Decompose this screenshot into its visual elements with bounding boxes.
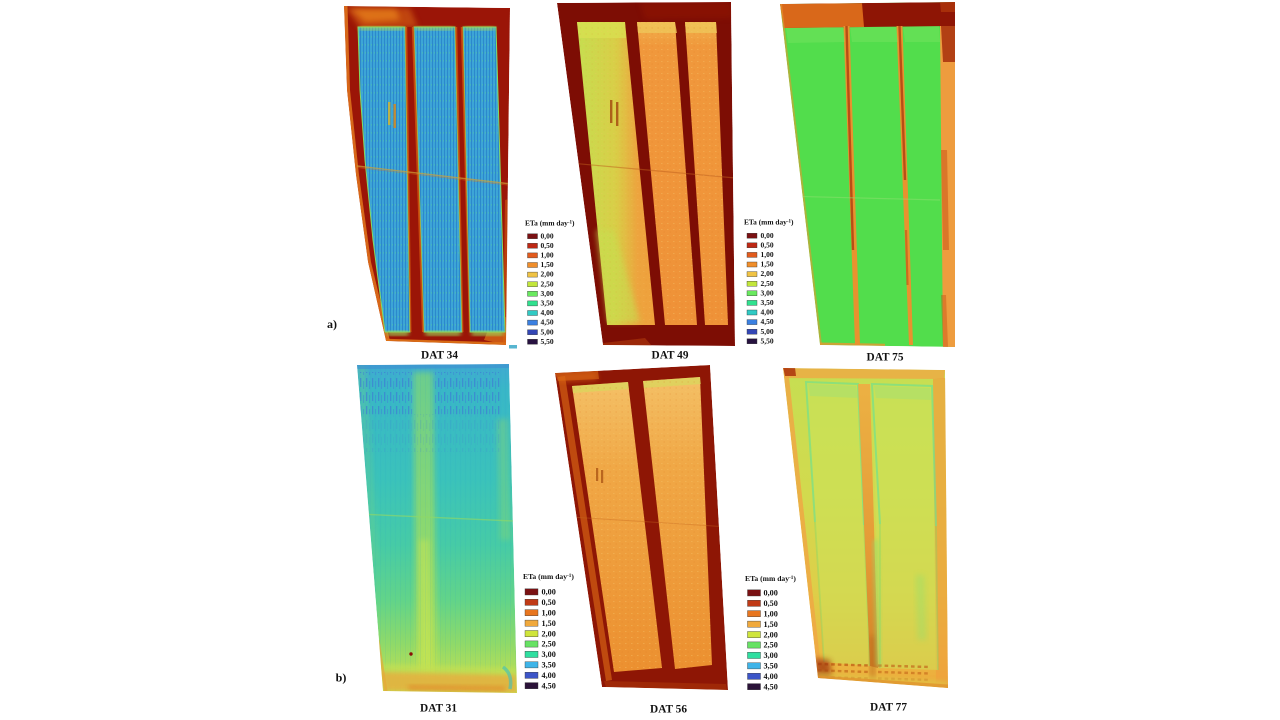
svg-text:2,00: 2,00 (541, 270, 554, 279)
svg-text:1,50: 1,50 (541, 260, 554, 269)
svg-text:2,50: 2,50 (764, 641, 778, 650)
svg-text:2,00: 2,00 (764, 630, 778, 639)
svg-text:4,00: 4,00 (764, 672, 778, 681)
svg-text:DAT 34: DAT 34 (421, 350, 458, 362)
svg-text:4,50: 4,50 (764, 682, 778, 691)
svg-text:4,50: 4,50 (761, 317, 774, 326)
svg-text:0,50: 0,50 (542, 598, 556, 607)
svg-text:DAT 56: DAT 56 (650, 704, 687, 716)
svg-text:ETa (mm day-1): ETa (mm day-1) (745, 574, 796, 583)
svg-text:3,00: 3,00 (541, 289, 554, 298)
svg-text:1,00: 1,00 (761, 250, 774, 259)
svg-text:3,00: 3,00 (761, 288, 774, 297)
svg-text:0,00: 0,00 (764, 589, 778, 598)
svg-text:4,00: 4,00 (541, 308, 554, 317)
svg-text:1,00: 1,00 (764, 609, 778, 618)
svg-text:3,50: 3,50 (764, 662, 778, 671)
svg-text:3,50: 3,50 (542, 661, 556, 670)
svg-text:1,50: 1,50 (542, 619, 556, 628)
svg-text:2,50: 2,50 (761, 279, 774, 288)
svg-text:a): a) (327, 317, 337, 331)
svg-text:b): b) (336, 671, 347, 685)
svg-text:DAT 77: DAT 77 (870, 702, 907, 714)
svg-text:ETa (mm day-1): ETa (mm day-1) (523, 572, 574, 581)
svg-text:0,50: 0,50 (541, 241, 554, 250)
svg-text:4,50: 4,50 (541, 318, 554, 327)
svg-text:DAT 75: DAT 75 (867, 352, 904, 364)
svg-text:4,50: 4,50 (542, 681, 556, 690)
svg-text:0,50: 0,50 (761, 240, 774, 249)
svg-text:ETa (mm day-1): ETa (mm day-1) (744, 218, 794, 227)
svg-text:1,00: 1,00 (542, 608, 556, 617)
svg-text:ETa (mm day-1): ETa (mm day-1) (525, 219, 575, 228)
svg-text:5,00: 5,00 (541, 327, 554, 336)
svg-text:0,50: 0,50 (764, 599, 778, 608)
svg-text:4,00: 4,00 (761, 308, 774, 317)
svg-text:1,00: 1,00 (541, 251, 554, 260)
svg-text:5,50: 5,50 (761, 336, 774, 345)
svg-text:3,00: 3,00 (542, 650, 556, 659)
svg-text:4,00: 4,00 (542, 671, 556, 680)
svg-text:1,50: 1,50 (761, 260, 774, 269)
svg-text:2,00: 2,00 (761, 269, 774, 278)
svg-text:3,50: 3,50 (761, 298, 774, 307)
svg-text:0,00: 0,00 (761, 231, 774, 240)
svg-text:1,50: 1,50 (764, 620, 778, 629)
svg-text:3,00: 3,00 (764, 651, 778, 660)
svg-text:2,50: 2,50 (542, 640, 556, 649)
svg-text:2,50: 2,50 (541, 279, 554, 288)
svg-text:0,00: 0,00 (541, 231, 554, 240)
svg-text:DAT 31: DAT 31 (420, 703, 457, 715)
svg-text:5,50: 5,50 (541, 337, 554, 346)
svg-text:0,00: 0,00 (542, 588, 556, 597)
svg-text:2,00: 2,00 (542, 629, 556, 638)
svg-text:5,00: 5,00 (761, 327, 774, 336)
svg-text:3,50: 3,50 (541, 299, 554, 308)
svg-text:DAT 49: DAT 49 (652, 350, 689, 362)
